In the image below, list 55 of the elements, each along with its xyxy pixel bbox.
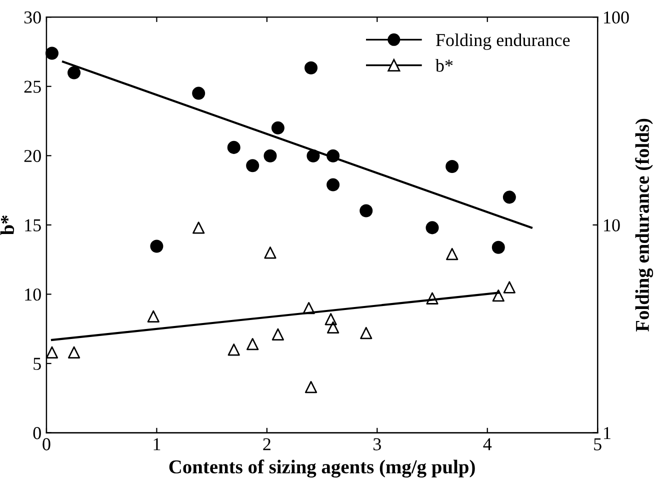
point [192, 86, 206, 100]
y-tick-label: 30 [24, 11, 41, 24]
point [45, 46, 58, 60]
y-tick-label: 15 [25, 219, 41, 232]
x-tick-label: 1 [154, 438, 160, 450]
point [492, 240, 505, 254]
point [304, 61, 318, 74]
y2-tick-label: 10 [604, 219, 620, 232]
point [326, 321, 340, 334]
x-tick-label: 5 [594, 438, 602, 450]
point [426, 221, 439, 234]
point [264, 246, 276, 259]
y-tick-label: 25 [24, 80, 41, 93]
point [426, 292, 438, 304]
point [502, 190, 516, 204]
point [324, 313, 337, 326]
y-axis-title: b* [0, 215, 14, 235]
point [360, 204, 373, 218]
point [306, 149, 320, 162]
point [503, 281, 516, 294]
point [304, 380, 318, 394]
point [446, 248, 458, 260]
point [326, 149, 340, 162]
legend-label: Folding endurance [436, 33, 570, 50]
point [271, 121, 284, 134]
y-tick-label: 0 [33, 427, 41, 440]
point [46, 346, 58, 358]
point [446, 160, 459, 174]
x-axis-title: Contents of sizing agents (mg/g pulp) [169, 460, 475, 478]
point [147, 310, 160, 322]
point [302, 302, 315, 314]
y-tick-label: 5 [34, 358, 41, 370]
x-tick-label: 3 [374, 438, 381, 450]
point [326, 178, 340, 192]
point [68, 66, 81, 80]
point [492, 290, 504, 302]
y2-tick-label: 1 [604, 427, 610, 440]
point [272, 328, 284, 340]
y-tick-label: 20 [24, 150, 41, 162]
point [227, 140, 240, 154]
x-tick-label: 0 [42, 438, 50, 450]
x-tick-label: 2 [263, 438, 270, 450]
point [264, 149, 277, 162]
point [192, 222, 205, 234]
y2-axis-title: Folding endurance (folds) [635, 118, 654, 332]
point [360, 326, 372, 340]
legend-label: b* [435, 59, 453, 72]
point [228, 344, 240, 356]
x-tick-label: 4 [483, 438, 492, 450]
point [246, 338, 259, 350]
point [68, 346, 80, 358]
y2-tick-label: 100 [604, 11, 629, 24]
point [246, 159, 260, 172]
point [150, 240, 164, 253]
y-tick-label: 10 [25, 288, 41, 301]
